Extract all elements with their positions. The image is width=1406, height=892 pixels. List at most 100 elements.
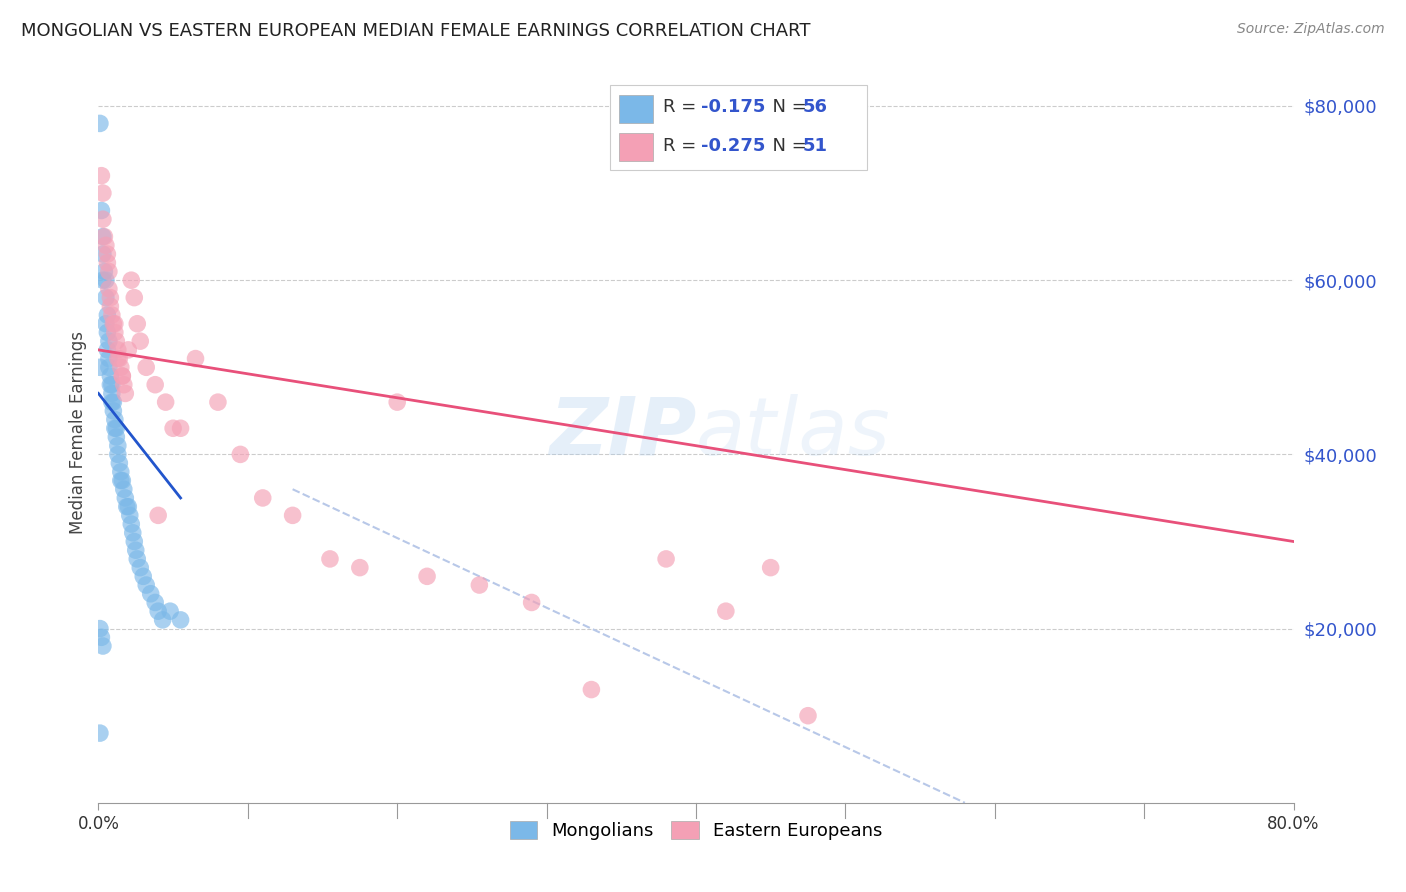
Mongolians xyxy=(103,404,125,418)
Eastern Europeans xyxy=(229,447,252,461)
Mongolians xyxy=(89,622,111,636)
Mongolians xyxy=(91,229,114,244)
Eastern Europeans xyxy=(520,595,543,609)
Eastern Europeans xyxy=(111,369,134,384)
Mongolians xyxy=(129,560,152,574)
Mongolians xyxy=(110,474,132,488)
Eastern Europeans xyxy=(114,386,136,401)
Eastern Europeans xyxy=(98,291,122,305)
Mongolians xyxy=(121,525,143,540)
Eastern Europeans xyxy=(148,508,170,523)
FancyBboxPatch shape xyxy=(610,85,868,169)
Legend: Mongolians, Eastern Europeans: Mongolians, Eastern Europeans xyxy=(501,812,891,849)
Eastern Europeans xyxy=(184,351,207,366)
Eastern Europeans xyxy=(98,299,122,313)
Text: Source: ZipAtlas.com: Source: ZipAtlas.com xyxy=(1237,22,1385,37)
Mongolians xyxy=(89,116,111,130)
Mongolians xyxy=(97,334,120,348)
Eastern Europeans xyxy=(319,552,342,566)
Mongolians xyxy=(96,308,118,322)
Eastern Europeans xyxy=(349,560,371,574)
Text: R =: R = xyxy=(662,98,702,116)
Eastern Europeans xyxy=(101,308,124,322)
Text: R =: R = xyxy=(662,137,702,155)
Mongolians xyxy=(117,500,139,514)
Mongolians xyxy=(104,421,127,435)
Eastern Europeans xyxy=(96,256,118,270)
Eastern Europeans xyxy=(105,334,128,348)
Mongolians xyxy=(97,351,120,366)
Mongolians xyxy=(110,465,132,479)
Mongolians xyxy=(124,534,146,549)
Text: -0.175: -0.175 xyxy=(700,98,765,116)
Mongolians xyxy=(107,447,129,461)
Mongolians xyxy=(169,613,191,627)
Mongolians xyxy=(125,543,148,558)
Eastern Europeans xyxy=(581,682,603,697)
Eastern Europeans xyxy=(91,186,114,200)
Mongolians xyxy=(108,456,131,470)
Mongolians xyxy=(107,439,129,453)
Mongolians xyxy=(115,500,138,514)
Eastern Europeans xyxy=(97,264,120,278)
Text: 51: 51 xyxy=(803,137,827,155)
Eastern Europeans xyxy=(207,395,229,409)
Mongolians xyxy=(127,552,149,566)
Mongolians xyxy=(135,578,157,592)
Eastern Europeans xyxy=(90,169,112,183)
Mongolians xyxy=(96,326,118,340)
Mongolians xyxy=(159,604,181,618)
Eastern Europeans xyxy=(714,604,737,618)
Eastern Europeans xyxy=(169,421,191,435)
Mongolians xyxy=(118,508,141,523)
Eastern Europeans xyxy=(155,395,177,409)
Eastern Europeans xyxy=(143,377,166,392)
Mongolians xyxy=(90,630,112,644)
Text: atlas: atlas xyxy=(696,393,891,472)
Mongolians xyxy=(143,595,166,609)
Mongolians xyxy=(94,291,117,305)
Text: N =: N = xyxy=(761,98,813,116)
Eastern Europeans xyxy=(281,508,304,523)
Eastern Europeans xyxy=(96,247,118,261)
Mongolians xyxy=(105,421,128,435)
Mongolians xyxy=(152,613,174,627)
Eastern Europeans xyxy=(468,578,491,592)
Mongolians xyxy=(97,360,120,375)
Eastern Europeans xyxy=(655,552,678,566)
Text: ZIP: ZIP xyxy=(548,393,696,472)
Eastern Europeans xyxy=(112,377,135,392)
Eastern Europeans xyxy=(111,369,134,384)
Mongolians xyxy=(132,569,155,583)
Text: -0.275: -0.275 xyxy=(700,137,765,155)
Mongolians xyxy=(94,273,117,287)
Text: MONGOLIAN VS EASTERN EUROPEAN MEDIAN FEMALE EARNINGS CORRELATION CHART: MONGOLIAN VS EASTERN EUROPEAN MEDIAN FEM… xyxy=(21,22,811,40)
Mongolians xyxy=(98,377,122,392)
Eastern Europeans xyxy=(162,421,184,435)
Mongolians xyxy=(111,474,134,488)
Text: 56: 56 xyxy=(803,98,827,116)
Mongolians xyxy=(114,491,136,505)
Eastern Europeans xyxy=(129,334,152,348)
Eastern Europeans xyxy=(104,317,127,331)
Mongolians xyxy=(89,726,111,740)
Eastern Europeans xyxy=(94,238,117,252)
Eastern Europeans xyxy=(124,291,146,305)
Mongolians xyxy=(139,587,162,601)
Eastern Europeans xyxy=(252,491,274,505)
Mongolians xyxy=(104,412,127,426)
Eastern Europeans xyxy=(759,560,782,574)
Mongolians xyxy=(91,247,114,261)
Eastern Europeans xyxy=(91,212,114,227)
Mongolians xyxy=(89,360,111,375)
Eastern Europeans xyxy=(416,569,439,583)
Eastern Europeans xyxy=(120,273,142,287)
Eastern Europeans xyxy=(110,360,132,375)
Eastern Europeans xyxy=(385,395,409,409)
Eastern Europeans xyxy=(135,360,157,375)
Eastern Europeans xyxy=(93,229,115,244)
Mongolians xyxy=(93,264,115,278)
Eastern Europeans xyxy=(104,326,127,340)
Mongolians xyxy=(101,377,124,392)
Mongolians xyxy=(96,343,118,357)
